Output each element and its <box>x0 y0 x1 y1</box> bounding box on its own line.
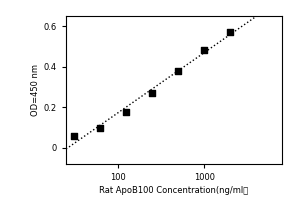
Point <box>124 111 129 114</box>
Point <box>228 31 232 34</box>
Point <box>176 69 181 72</box>
X-axis label: Rat ApoB100 Concentration(ng/ml）: Rat ApoB100 Concentration(ng/ml） <box>99 186 249 195</box>
Y-axis label: OD=450 nm: OD=450 nm <box>31 64 40 116</box>
Point <box>98 126 103 129</box>
Point <box>150 91 154 95</box>
Point <box>202 49 206 52</box>
Point <box>72 134 77 138</box>
